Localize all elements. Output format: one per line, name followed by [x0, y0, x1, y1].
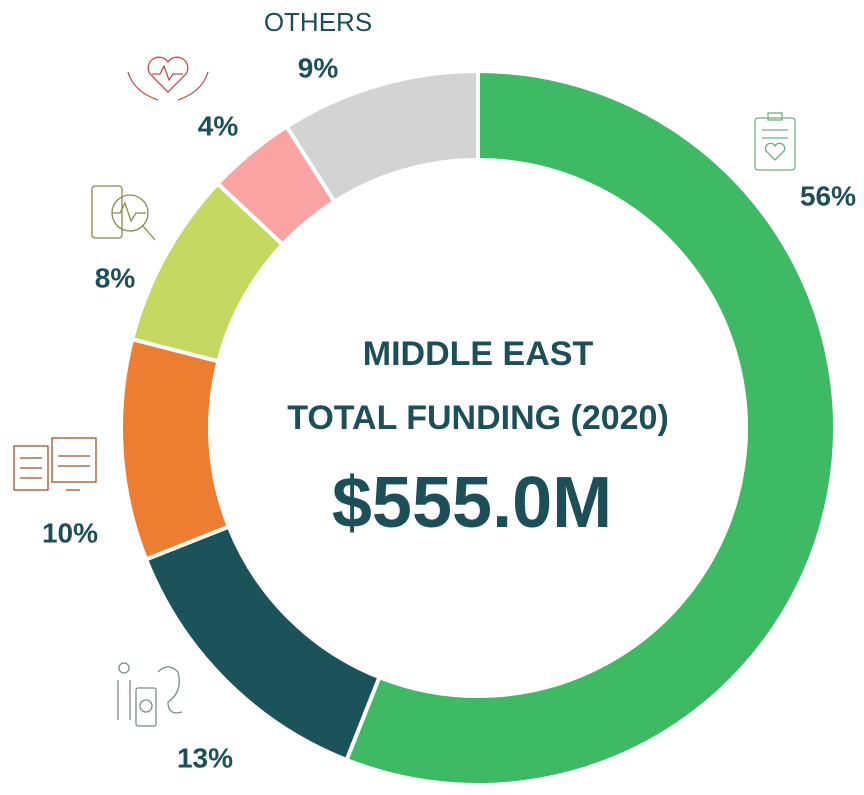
icon-clipboard: [754, 112, 796, 171]
value-label: 13%: [177, 742, 233, 773]
value-label: 4%: [198, 110, 239, 141]
slice: [343, 68, 837, 787]
chart-title: MIDDLE EAST: [363, 335, 594, 373]
value-label: 9%: [298, 52, 339, 83]
slice: [143, 524, 382, 763]
labels: 56% 13% 10% 8% 4% 9% OTHERS: [42, 7, 856, 774]
category-label: OTHERS: [264, 7, 372, 37]
slice: [283, 68, 480, 205]
slice: [119, 336, 232, 563]
center-value: $555.0M: [332, 463, 612, 543]
chart-subtitle: TOTAL FUNDING (2020): [287, 399, 669, 437]
value-label: 56%: [800, 180, 856, 211]
donut: [119, 68, 837, 787]
icon-heart-hands: [127, 56, 209, 101]
icon-devices: [117, 662, 183, 727]
icon-documents: [13, 437, 97, 491]
icon-phone-search: [91, 185, 156, 241]
value-label: 8%: [95, 262, 136, 293]
value-label: 10%: [42, 517, 98, 548]
